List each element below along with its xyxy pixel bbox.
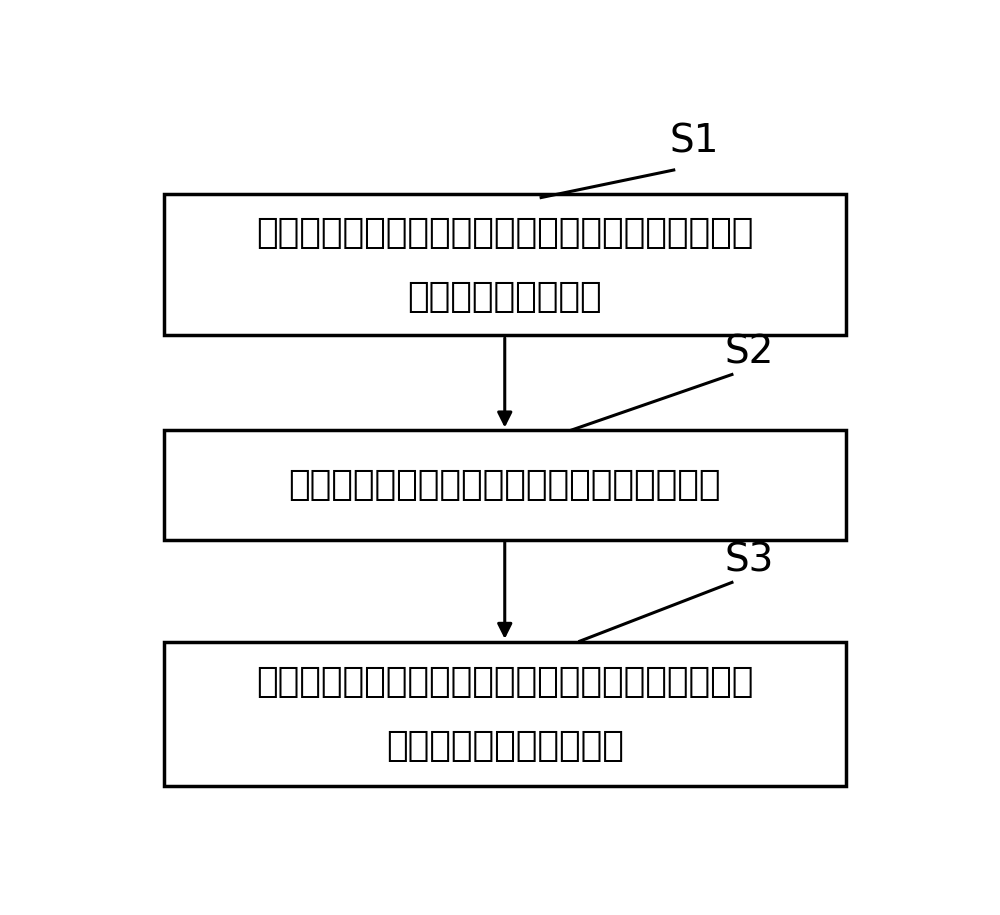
Text: 根据后方来车的运动参数判断是否有追尾隐患: 根据后方来车的运动参数判断是否有追尾隐患 — [288, 468, 721, 502]
Text: 若判断有追尾隐患，控制符合头枕启动条件的座椅头: 若判断有追尾隐患，控制符合头枕启动条件的座椅头 — [256, 665, 753, 699]
Text: S1: S1 — [670, 123, 719, 160]
FancyBboxPatch shape — [164, 194, 846, 335]
Text: 否符合头枕启动条件: 否符合头枕启动条件 — [407, 279, 602, 314]
Text: S3: S3 — [724, 542, 774, 580]
Text: 根据车内各个座椅上的乘员状态判断所述各个座椅是: 根据车内各个座椅上的乘员状态判断所述各个座椅是 — [256, 216, 753, 250]
Text: S2: S2 — [724, 334, 774, 371]
FancyBboxPatch shape — [164, 641, 846, 786]
Text: 枕运动到设定的安全位置: 枕运动到设定的安全位置 — [386, 728, 624, 763]
FancyBboxPatch shape — [164, 430, 846, 540]
